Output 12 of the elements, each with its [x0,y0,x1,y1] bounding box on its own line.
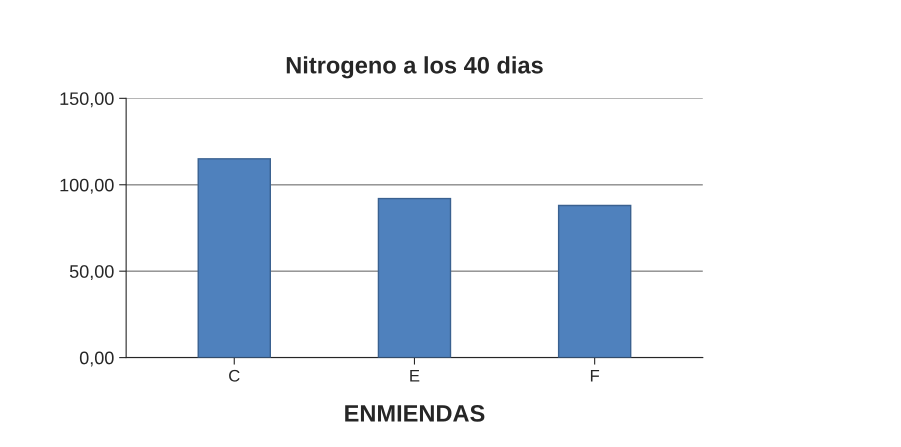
bar [198,158,271,358]
bar [558,204,632,358]
x-tick-label: F [590,370,600,382]
chart-title: Nitrogeno a los 40 dias [286,56,543,78]
y-tick-label: 0,00 [80,352,114,366]
x-tick-label: E [410,370,420,382]
y-tick-label: 50,00 [70,265,114,280]
x-tick-label: C [229,370,240,382]
x-axis-title: ENMIENDAS [345,405,484,422]
y-tick-label: 100,00 [60,178,114,194]
bar [378,198,452,358]
y-tick-label: 150,00 [60,92,114,108]
